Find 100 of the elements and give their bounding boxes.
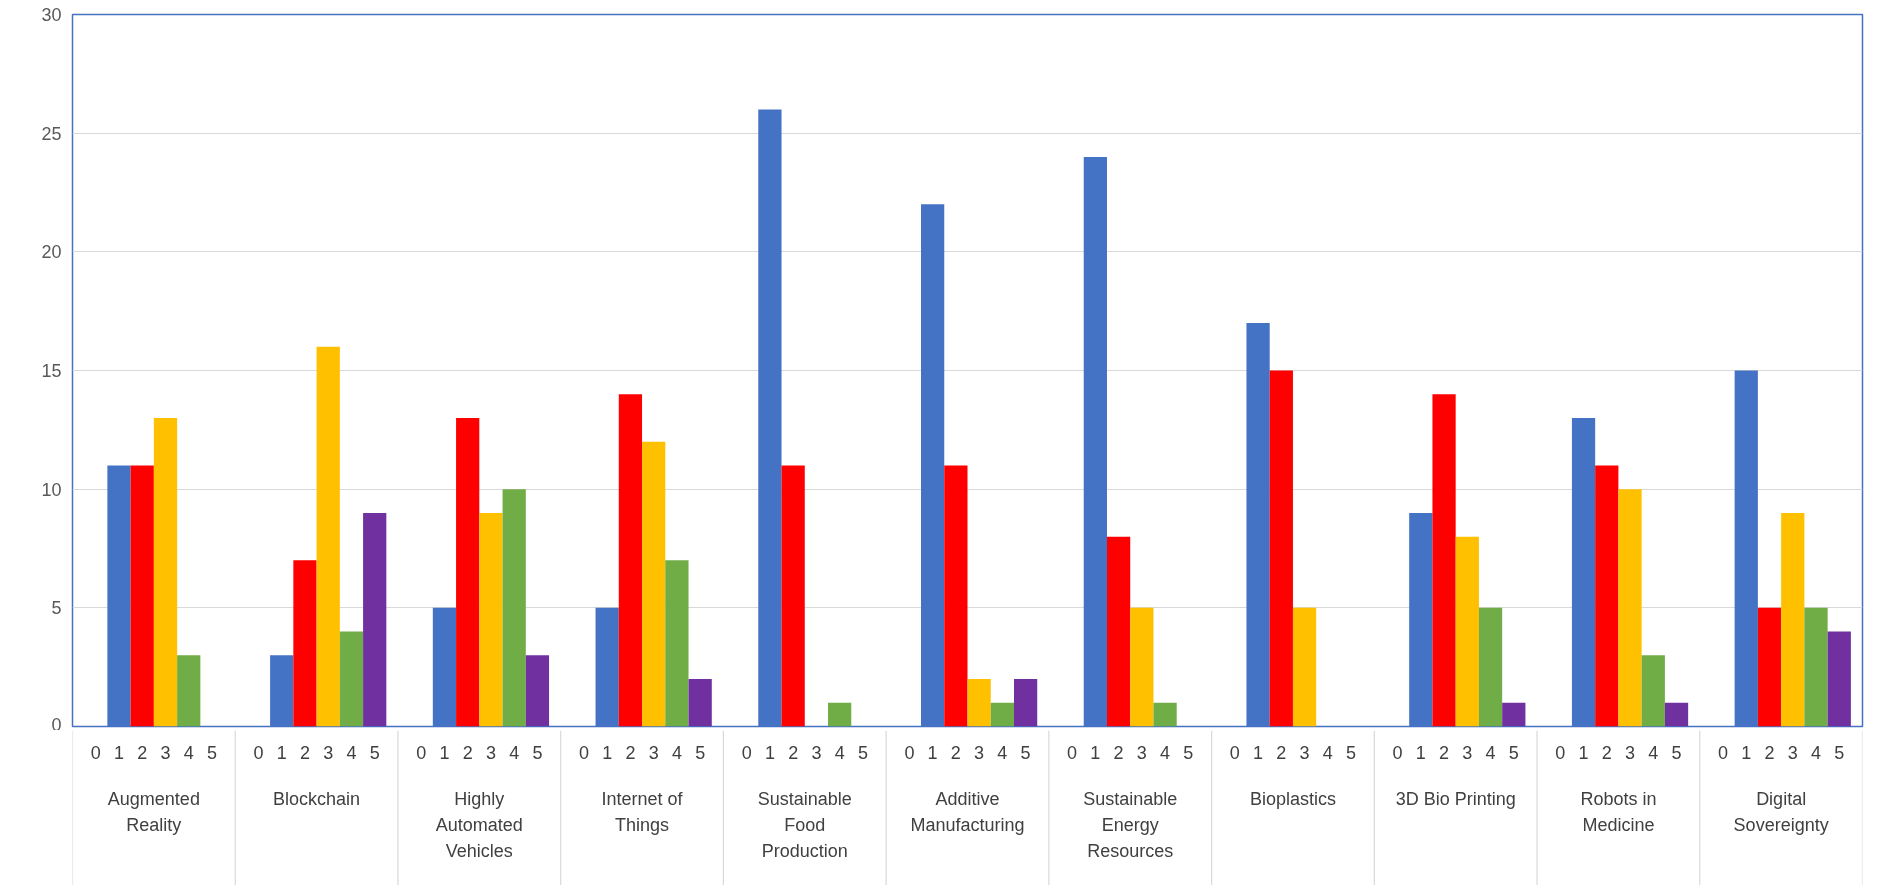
y-tick-label: 30 — [41, 5, 62, 25]
bar — [456, 417, 480, 727]
text: 4 — [1160, 742, 1171, 763]
bar — [1013, 679, 1038, 727]
text: 5 — [695, 742, 706, 763]
text: 2 — [1113, 742, 1124, 763]
text: 4 — [1648, 742, 1659, 763]
bar — [781, 465, 805, 727]
x-tick-label: Robots in Medicine — [1580, 789, 1657, 836]
text: 4 — [834, 742, 845, 763]
text: 1 — [602, 742, 613, 763]
bar — [502, 489, 526, 727]
text: 5 — [532, 742, 543, 763]
text: 0 — [741, 742, 752, 763]
text: 0 — [904, 742, 915, 763]
x-tick-label: Blockchain — [273, 789, 361, 810]
bar — [1664, 702, 1689, 727]
text: 3 — [485, 742, 496, 763]
y-tick-label: 0 — [51, 714, 62, 735]
text: 0 — [1229, 742, 1240, 763]
bar — [316, 346, 340, 727]
x-tick-label: Augmented Reality — [107, 789, 200, 836]
x-tick-label: Sustainable Energy Resources — [1083, 789, 1178, 862]
text: 0 — [1067, 742, 1078, 763]
bar — [1827, 631, 1851, 727]
text: 3 — [974, 742, 985, 763]
bar — [107, 465, 131, 727]
bar — [153, 417, 178, 727]
y-tick-label: 20 — [41, 242, 62, 263]
bar — [921, 204, 945, 727]
text: 1 — [764, 742, 775, 763]
text: 4 — [1322, 742, 1333, 763]
text: 3 — [1299, 742, 1310, 763]
text: 2 — [299, 742, 310, 763]
text: 2 — [462, 742, 473, 763]
text: 1 — [1741, 742, 1752, 763]
text: 5 — [1020, 742, 1031, 763]
text: 2 — [950, 742, 961, 763]
bar — [1083, 156, 1107, 727]
text: 1 — [1090, 742, 1101, 763]
bar — [1641, 655, 1665, 727]
bar — [1734, 370, 1758, 727]
y-tick-label: 15 — [41, 361, 62, 381]
bar — [990, 702, 1014, 727]
text: 0 — [253, 742, 264, 763]
x-tick-label: Additive Manufacturing — [910, 789, 1025, 836]
text: 3 — [811, 742, 822, 763]
bar — [688, 679, 712, 727]
bar — [270, 655, 294, 727]
series-label: 3 — [160, 742, 171, 763]
bar — [1781, 512, 1805, 727]
bar — [595, 607, 619, 727]
text: 4 — [1485, 742, 1496, 763]
text: 2 — [625, 742, 636, 763]
text: 0 — [1555, 742, 1566, 763]
bar — [432, 607, 457, 727]
bar — [130, 465, 154, 727]
bar — [525, 655, 550, 727]
text: 1 — [439, 742, 450, 763]
bar — [1153, 702, 1177, 727]
text: 4 — [346, 742, 357, 763]
bar — [1432, 394, 1456, 727]
bar — [293, 560, 317, 727]
text: 1 — [927, 742, 938, 763]
text: 3 — [323, 742, 334, 763]
bar — [642, 441, 666, 727]
text: 2 — [1439, 742, 1450, 763]
bar — [1106, 536, 1131, 727]
text: 1 — [276, 742, 287, 763]
x-tick-label: Sustainable Food Production — [757, 789, 852, 862]
bar — [1595, 465, 1619, 727]
bar — [363, 512, 387, 727]
series-label: 2 — [137, 742, 148, 763]
text: 1 — [1253, 742, 1264, 763]
bar — [944, 465, 968, 727]
text: 1 — [1415, 742, 1426, 763]
text: 2 — [788, 742, 799, 763]
text: 5 — [1834, 742, 1845, 763]
series-label: 4 — [183, 742, 194, 763]
bar — [1571, 417, 1596, 727]
x-tick-label: Highly Automated Vehicles — [435, 789, 523, 862]
text: 3 — [1787, 742, 1798, 763]
text: 0 — [90, 742, 101, 763]
bar — [1455, 536, 1479, 727]
x-tick-label: 3D Bio Printing — [1395, 789, 1516, 810]
text: 3 — [1625, 742, 1636, 763]
y-tick-label: 10 — [41, 479, 62, 500]
bar — [479, 512, 503, 727]
text: 4 — [509, 742, 520, 763]
text: 5 — [206, 742, 217, 763]
text: 0 — [578, 742, 589, 763]
text: 3 — [1462, 742, 1473, 763]
bar — [967, 679, 991, 727]
bar — [339, 631, 364, 727]
series-label: 5 — [369, 742, 380, 763]
bar — [828, 702, 852, 727]
bar — [1292, 607, 1317, 727]
series-label: 1 — [113, 742, 124, 763]
text: 4 — [1811, 742, 1822, 763]
bar — [618, 394, 643, 727]
